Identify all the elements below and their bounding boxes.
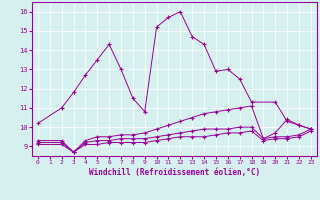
X-axis label: Windchill (Refroidissement éolien,°C): Windchill (Refroidissement éolien,°C) — [89, 168, 260, 177]
